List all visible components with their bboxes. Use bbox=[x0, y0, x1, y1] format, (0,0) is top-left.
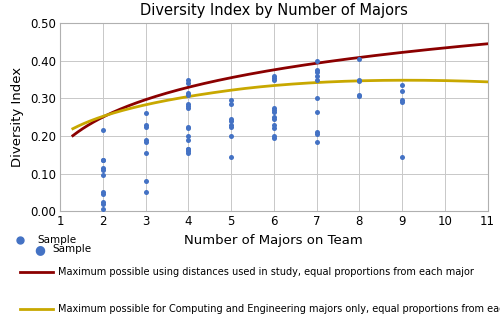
Point bbox=[355, 77, 363, 82]
Point bbox=[312, 130, 320, 135]
Point bbox=[184, 150, 192, 155]
Point bbox=[355, 79, 363, 84]
Point bbox=[355, 92, 363, 97]
Point bbox=[99, 158, 107, 163]
Point bbox=[99, 128, 107, 133]
Title: Diversity Index by Number of Majors: Diversity Index by Number of Majors bbox=[140, 3, 407, 18]
Point bbox=[227, 116, 235, 122]
Point bbox=[270, 107, 278, 112]
Point bbox=[99, 199, 107, 205]
Point bbox=[184, 101, 192, 107]
Point bbox=[398, 88, 406, 93]
Point bbox=[270, 135, 278, 141]
Point bbox=[99, 165, 107, 171]
Point bbox=[184, 126, 192, 131]
Point bbox=[99, 192, 107, 197]
Y-axis label: Diversity Index: Diversity Index bbox=[12, 67, 24, 167]
Point bbox=[227, 101, 235, 107]
Point bbox=[142, 122, 150, 127]
Point bbox=[227, 133, 235, 139]
Point bbox=[270, 133, 278, 139]
Point bbox=[312, 131, 320, 137]
Point bbox=[99, 207, 107, 212]
Point bbox=[270, 122, 278, 127]
Point bbox=[184, 133, 192, 139]
Point bbox=[142, 137, 150, 142]
Point bbox=[312, 96, 320, 101]
Point bbox=[227, 118, 235, 123]
Point bbox=[142, 150, 150, 155]
Point bbox=[184, 77, 192, 82]
Point bbox=[99, 167, 107, 173]
Point bbox=[227, 122, 235, 127]
Point bbox=[355, 94, 363, 99]
Point bbox=[312, 77, 320, 82]
Point bbox=[227, 154, 235, 159]
Point bbox=[312, 109, 320, 114]
Point bbox=[184, 148, 192, 154]
Point bbox=[184, 147, 192, 152]
Point bbox=[227, 98, 235, 103]
Point bbox=[142, 124, 150, 129]
Point bbox=[270, 126, 278, 131]
Point bbox=[312, 69, 320, 75]
Text: Maximum possible using distances used in study, equal proportions from each majo: Maximum possible using distances used in… bbox=[58, 267, 474, 277]
Point bbox=[312, 73, 320, 79]
Point bbox=[184, 90, 192, 95]
Point bbox=[398, 99, 406, 105]
Point bbox=[270, 73, 278, 79]
Text: ●: ● bbox=[34, 243, 46, 256]
Point bbox=[312, 68, 320, 73]
Text: Sample: Sample bbox=[38, 235, 76, 245]
Point bbox=[398, 82, 406, 88]
Point bbox=[270, 116, 278, 122]
Point bbox=[184, 124, 192, 129]
Text: Maximum possible for Computing and Engineering majors only, equal proportions fr: Maximum possible for Computing and Engin… bbox=[58, 304, 500, 314]
Point bbox=[99, 190, 107, 195]
Point bbox=[142, 111, 150, 116]
Point bbox=[184, 103, 192, 109]
Point bbox=[270, 75, 278, 80]
Point bbox=[184, 92, 192, 97]
Point bbox=[99, 201, 107, 206]
Point bbox=[227, 124, 235, 129]
Point bbox=[312, 139, 320, 144]
Point bbox=[270, 109, 278, 114]
Point bbox=[142, 139, 150, 144]
Point bbox=[142, 190, 150, 195]
Point bbox=[99, 158, 107, 163]
Point bbox=[270, 115, 278, 120]
Point bbox=[270, 105, 278, 110]
Point bbox=[184, 105, 192, 110]
Point bbox=[184, 81, 192, 86]
Point bbox=[398, 98, 406, 103]
Point bbox=[270, 77, 278, 82]
Point bbox=[184, 137, 192, 142]
Point bbox=[142, 179, 150, 184]
Point bbox=[312, 58, 320, 63]
Point bbox=[184, 147, 192, 152]
Point bbox=[398, 154, 406, 159]
Point bbox=[355, 56, 363, 61]
Text: Sample: Sample bbox=[52, 244, 92, 254]
Point bbox=[99, 173, 107, 178]
X-axis label: Number of Majors on Team: Number of Majors on Team bbox=[184, 234, 363, 247]
